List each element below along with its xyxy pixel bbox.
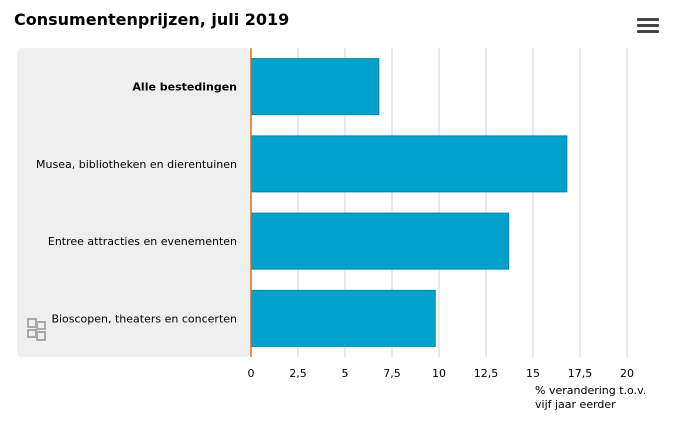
category-label: Bioscopen, theaters en concerten	[51, 312, 237, 325]
x-axis-label-line-2: vijf jaar eerder	[535, 398, 616, 411]
category-labels: Alle bestedingen Musea, bibliotheken en d…	[36, 81, 237, 326]
x-tick-label: 0	[248, 367, 255, 380]
bar[interactable]	[250, 289, 436, 347]
category-label: Musea, bibliotheken en dierentuinen	[36, 158, 237, 171]
x-tick-label: 17,5	[568, 367, 593, 380]
x-tick-label: 5	[342, 367, 349, 380]
x-tick-label: 7,5	[383, 367, 401, 380]
category-label-panel	[17, 48, 251, 357]
cbs-logo-icon	[27, 318, 46, 341]
category-label: Alle bestedingen	[132, 81, 237, 94]
x-tick-label: 20	[620, 367, 634, 380]
x-tick-label: 12,5	[474, 367, 499, 380]
category-label: Entree attracties en evenementen	[48, 235, 237, 248]
bar[interactable]	[250, 135, 568, 193]
x-axis-label-line-1: % verandering t.o.v.	[535, 384, 646, 397]
bars	[250, 58, 568, 347]
chart-title: Consumentenprijzen, juli 2019	[14, 10, 290, 29]
x-tick-labels: 0 2,5 5 7,5 10 12,5 15 17,5 20	[248, 367, 635, 380]
hamburger-menu-icon[interactable]	[637, 18, 659, 38]
x-tick-label: 10	[432, 367, 446, 380]
x-tick-label: 2,5	[289, 367, 307, 380]
bar[interactable]	[250, 212, 510, 270]
x-tick-label: 15	[526, 367, 540, 380]
bar[interactable]	[250, 58, 380, 116]
